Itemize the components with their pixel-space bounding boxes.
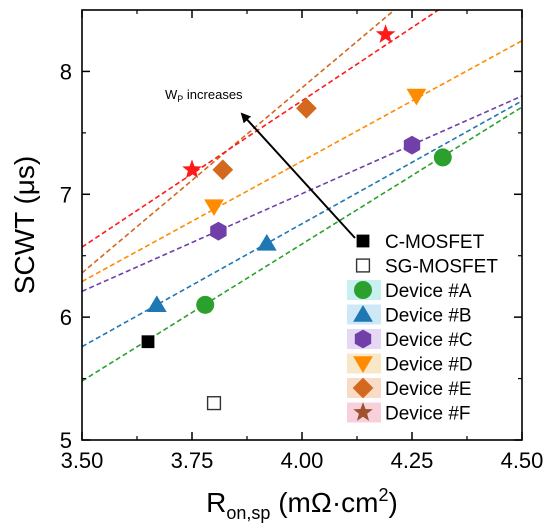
plot-frame <box>81 9 523 441</box>
legend-marker-device-a <box>354 281 372 299</box>
y-tick-label: 8 <box>60 59 72 84</box>
annotation: WP increases <box>165 87 356 239</box>
point-device-a <box>196 295 215 314</box>
legend-label: Device #E <box>385 379 472 400</box>
legend-label: SG-MOSFET <box>385 257 498 278</box>
legend-item-device-a: Device #A <box>347 280 472 302</box>
legend-marker-c-mosfet <box>356 234 370 248</box>
x-tick-label: 4.50 <box>501 448 544 473</box>
legend-label: Device #C <box>385 330 473 351</box>
legend-item-sg-mosfet: SG-MOSFET <box>355 257 498 278</box>
legend-item-device-d: Device #D <box>347 353 473 376</box>
point-device-c <box>403 135 421 155</box>
point-device-a <box>433 148 452 167</box>
legend-item-device-b: Device #B <box>347 304 472 327</box>
x-axis-title: Ron,sp (mΩ·cm2) <box>206 485 398 523</box>
y-axis-title: SCWT (μs) <box>9 156 40 294</box>
point-device-c <box>210 221 227 241</box>
legend-label: Device #F <box>385 404 471 425</box>
x-tick-label: 3.75 <box>171 448 214 473</box>
legend-marker-device-d <box>353 356 373 373</box>
legend-marker-device-e <box>352 377 374 399</box>
y-tick-label: 5 <box>60 428 72 453</box>
data-points <box>141 24 452 411</box>
fit-line-device-e <box>82 10 395 274</box>
y-tick-label: 7 <box>60 182 72 207</box>
point-device-d <box>204 199 224 217</box>
fit-line-device-d <box>82 40 522 283</box>
point-sg-mosfet <box>206 396 222 411</box>
axes: 3.50 3.75 4.00 4.25 4.50 5 6 7 8 Ron,sp (mΩ·cm2) S… <box>9 10 543 523</box>
y-tick-label: 6 <box>60 305 72 330</box>
legend-label: Device #A <box>385 281 472 302</box>
x-tick-label: 4.00 <box>281 448 324 473</box>
legend-marker-device-b <box>353 305 373 322</box>
legend-label: C-MOSFET <box>385 232 485 253</box>
fit-line-device-f <box>82 10 439 248</box>
x-tick-label: 4.25 <box>391 448 434 473</box>
legend-label: Device #D <box>385 355 473 376</box>
legend: C-MOSFET SG-MOSFET Device #A Device #B Devic… <box>347 232 498 425</box>
legend-item-device-f: Device #F <box>347 402 471 425</box>
legend-item-device-c: Device #C <box>347 329 473 351</box>
point-device-f <box>375 24 396 43</box>
fit-line-device-c <box>82 95 522 293</box>
legend-item-device-e: Device #E <box>347 377 472 400</box>
x-tick-label: 3.50 <box>61 448 104 473</box>
legend-label: Device #B <box>385 306 472 327</box>
legend-marker-device-c <box>354 329 372 349</box>
legend-item-c-mosfet: C-MOSFET <box>356 232 485 253</box>
legend-marker-device-f <box>353 402 373 421</box>
annotation-text: WP increases <box>165 87 243 104</box>
point-device-b <box>256 233 277 251</box>
point-device-b <box>146 295 167 313</box>
point-c-mosfet <box>141 335 155 349</box>
fit-line-device-a <box>82 106 522 382</box>
point-device-e <box>212 159 234 181</box>
point-device-f <box>182 159 202 179</box>
wp-arrow <box>240 112 356 239</box>
legend-marker-sg-mosfet <box>355 258 371 273</box>
point-device-e <box>296 97 317 119</box>
point-device-d <box>406 88 427 106</box>
